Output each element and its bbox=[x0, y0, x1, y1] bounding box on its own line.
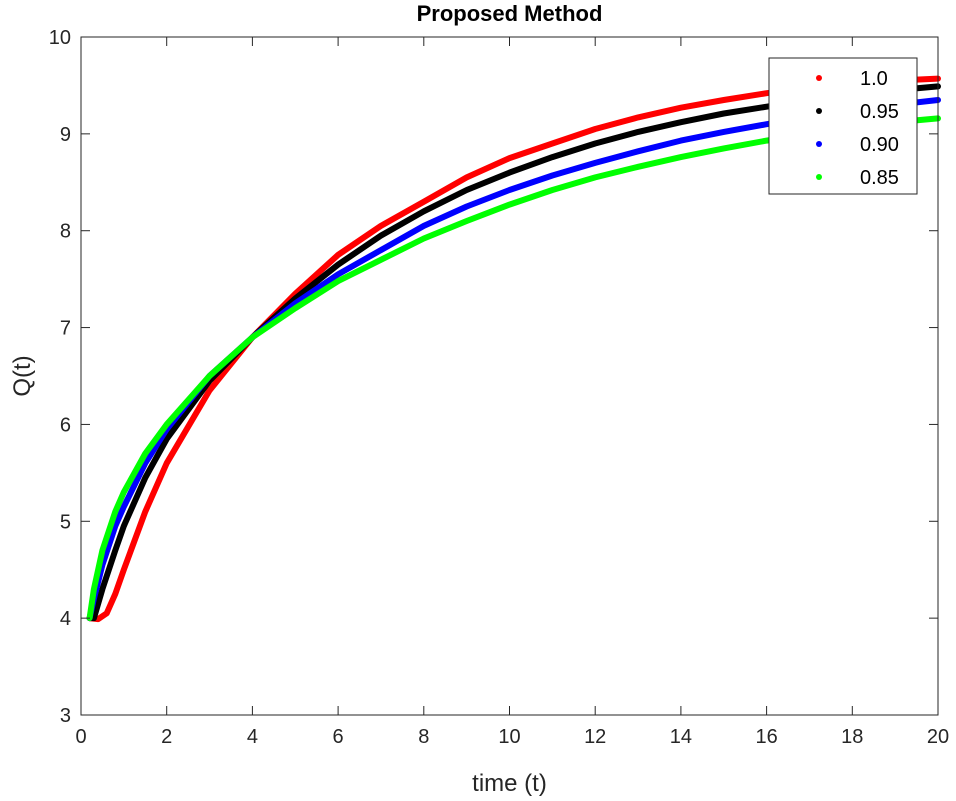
y-tick-label-3: 6 bbox=[60, 414, 71, 436]
y-tick-label-1: 4 bbox=[60, 608, 71, 630]
x-tick-label-10: 20 bbox=[927, 726, 949, 748]
y-tick-label-7: 10 bbox=[49, 27, 71, 49]
legend-marker-0 bbox=[816, 75, 822, 81]
legend-marker-1 bbox=[816, 108, 822, 114]
legend-label-0: 1.0 bbox=[860, 68, 888, 90]
legend-label-1: 0.95 bbox=[860, 101, 899, 123]
x-tick-label-1: 2 bbox=[161, 726, 172, 748]
series-line-3 bbox=[86, 115, 941, 622]
x-tick-label-2: 4 bbox=[247, 726, 258, 748]
series-line-1 bbox=[86, 83, 941, 622]
x-tick-label-3: 6 bbox=[333, 726, 344, 748]
y-tick-label-2: 5 bbox=[60, 511, 71, 533]
legend-marker-2 bbox=[816, 141, 822, 147]
series-layer bbox=[86, 75, 941, 623]
legend-label-2: 0.90 bbox=[860, 134, 899, 156]
legend: 1.0 0.95 0.90 0.85 bbox=[768, 57, 918, 195]
series-line-2 bbox=[86, 97, 941, 622]
legend-marker-3 bbox=[816, 174, 822, 180]
y-tick-label-5: 8 bbox=[60, 221, 71, 243]
x-tick-label-8: 16 bbox=[755, 726, 777, 748]
legend-label-3: 0.85 bbox=[860, 167, 899, 189]
series-line-0 bbox=[86, 75, 941, 623]
chart-title: Proposed Method bbox=[417, 1, 603, 26]
legend-box bbox=[768, 57, 918, 195]
y-axis-label: Q(t) bbox=[9, 355, 36, 396]
y-tick-label-6: 9 bbox=[60, 124, 71, 146]
x-tick-label-5: 10 bbox=[498, 726, 520, 748]
x-tick-label-0: 0 bbox=[75, 726, 86, 748]
y-tick-label-0: 3 bbox=[60, 705, 71, 727]
x-axis-label: time (t) bbox=[472, 770, 547, 797]
x-tick-label-4: 8 bbox=[418, 726, 429, 748]
y-tick-label-4: 7 bbox=[60, 318, 71, 340]
ticks-layer: 0 2 4 6 8 10 12 14 16 18 20 3 4 5 6 7 8 9 10 bbox=[49, 27, 949, 748]
x-tick-label-6: 12 bbox=[584, 726, 606, 748]
x-tick-label-7: 14 bbox=[670, 726, 692, 748]
x-tick-label-9: 18 bbox=[841, 726, 863, 748]
